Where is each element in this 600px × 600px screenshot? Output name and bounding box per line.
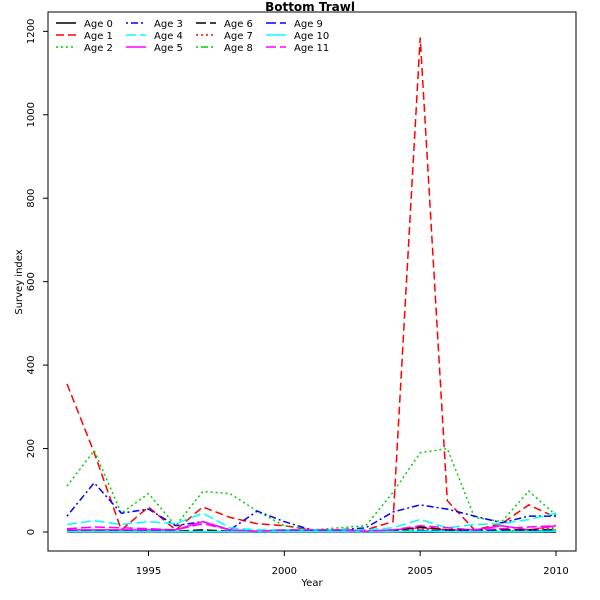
- x-axis-label: Year: [300, 578, 323, 589]
- x-tick-label: 2005: [407, 566, 432, 577]
- legend-label: Age 11: [294, 43, 329, 54]
- legend-label: Age 6: [224, 19, 253, 30]
- plot-frame: [47, 11, 577, 552]
- legend-label: Age 9: [294, 19, 323, 30]
- y-tick-label: 1200: [26, 19, 37, 44]
- legend-label: Age 1: [84, 31, 113, 42]
- x-tick-label: 2000: [272, 566, 297, 577]
- legend-label: Age 5: [154, 43, 183, 54]
- series-line-age-11: [66, 522, 557, 532]
- legend-label: Age 0: [84, 19, 113, 30]
- legend-label: Age 7: [224, 31, 253, 42]
- y-tick-label: 0: [26, 529, 37, 535]
- series-line-age-2: [66, 447, 557, 531]
- y-tick-label: 400: [26, 356, 37, 375]
- x-axis: 1995 2000 2005 2010: [136, 551, 569, 577]
- y-axis: 0 200 400 600 800 1000 1200: [26, 19, 48, 535]
- series-line-age-1: [66, 37, 557, 532]
- y-tick-label: 800: [26, 189, 37, 208]
- y-tick-label: 200: [26, 439, 37, 458]
- legend-label: Age 3: [154, 19, 183, 30]
- x-tick-label: 1995: [136, 566, 161, 577]
- y-tick-label: 1000: [26, 102, 37, 127]
- legend-label: Age 8: [224, 43, 253, 54]
- legend-label: Age 10: [294, 31, 329, 42]
- y-tick-label: 600: [26, 272, 37, 291]
- x-tick-label: 2010: [543, 566, 568, 577]
- legend-label: Age 2: [84, 43, 113, 54]
- series-line-age-3: [66, 481, 556, 531]
- legend-label: Age 4: [154, 31, 183, 42]
- y-axis-label: Survey index: [14, 249, 25, 314]
- series-layer: [66, 37, 557, 533]
- chart-title: Bottom Trawl: [265, 0, 355, 14]
